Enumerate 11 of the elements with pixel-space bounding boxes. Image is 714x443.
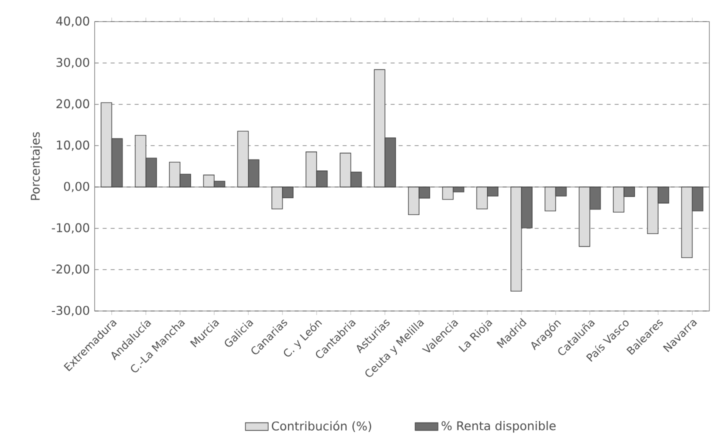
legend-label: Contribución (%) — [272, 420, 372, 432]
y-tick-label: 20,00 — [56, 99, 90, 110]
y-axis-title: Porcentajes — [30, 132, 42, 200]
y-tick-label: -10,00 — [52, 223, 90, 234]
y-tick-label: 30,00 — [56, 58, 90, 68]
y-tick-label: 40,00 — [56, 16, 90, 27]
y-tick-label: -30,00 — [52, 306, 90, 316]
legend-label: % Renta disponible — [442, 421, 556, 433]
y-tick-label: 0,00 — [64, 182, 90, 192]
y-tick-label: 10,00 — [56, 140, 90, 151]
y-tick-label: -20,00 — [52, 264, 90, 275]
